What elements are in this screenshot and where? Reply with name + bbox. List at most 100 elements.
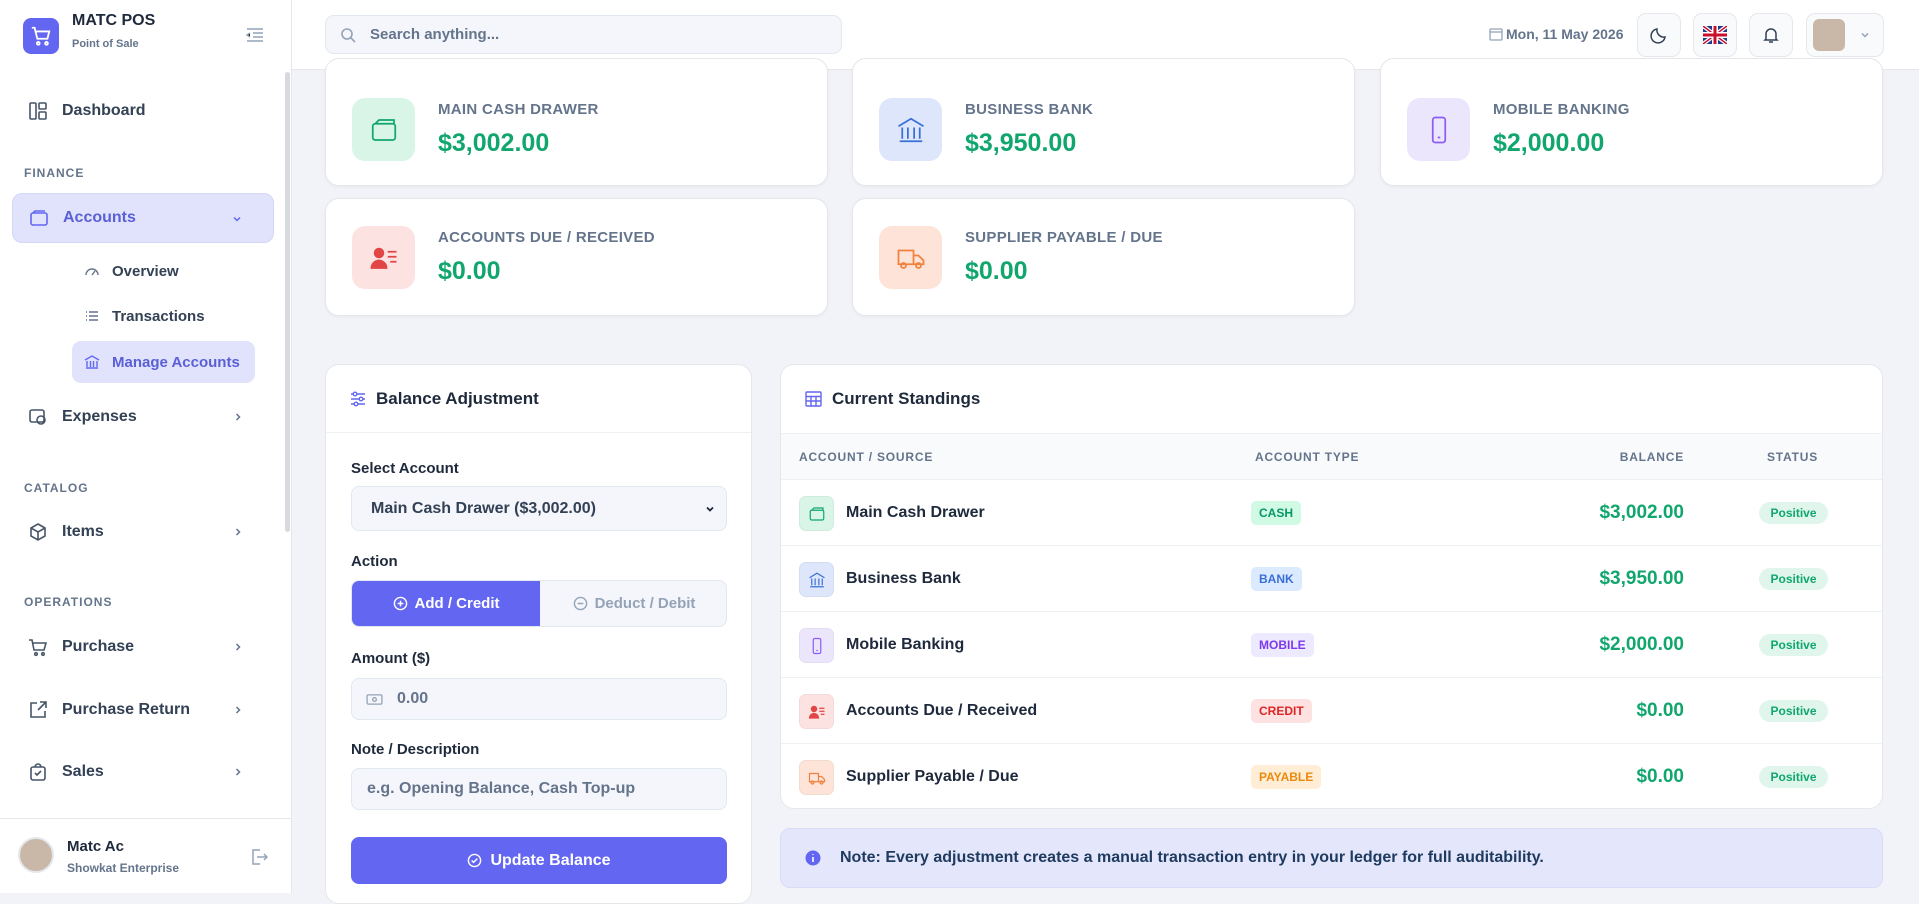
card-label: BUSINESS BANK bbox=[965, 101, 1094, 118]
note-input[interactable]: e.g. Opening Balance, Cash Top-up bbox=[351, 768, 727, 810]
account-name: Accounts Due / Received bbox=[846, 702, 1038, 719]
card-amount: $0.00 bbox=[438, 257, 501, 285]
field-label: Note / Description bbox=[351, 741, 480, 758]
card-icon bbox=[879, 226, 942, 289]
topbar: Search anything... Mon, 11 May 2026 bbox=[292, 0, 1919, 70]
nav-label: Purchase Return bbox=[62, 701, 191, 718]
summary-card: SUPPLIER PAYABLE / DUE $0.00 bbox=[852, 198, 1355, 316]
panel-header: Balance Adjustment bbox=[326, 365, 751, 433]
submit-button[interactable]: Update Balance bbox=[351, 837, 727, 884]
balance: $3,950.00 bbox=[1599, 568, 1684, 589]
note-text: Note: Every adjustment creates a manual … bbox=[840, 849, 1544, 866]
card-amount: $2,000.00 bbox=[1493, 129, 1605, 157]
balance: $3,002.00 bbox=[1599, 502, 1684, 523]
card-label: MOBILE BANKING bbox=[1493, 101, 1630, 118]
type-badge: MOBILE bbox=[1251, 633, 1314, 657]
nav-label: Items bbox=[62, 523, 104, 540]
nav-manage-accounts[interactable]: Manage Accounts bbox=[72, 341, 255, 383]
type-badge: CASH bbox=[1251, 501, 1302, 525]
user-name: Matc Ac bbox=[67, 838, 124, 855]
type-badge: BANK bbox=[1251, 567, 1302, 591]
nav-label: Transactions bbox=[112, 307, 205, 325]
input-placeholder: 0.00 bbox=[397, 690, 429, 707]
balance: $0.00 bbox=[1636, 766, 1684, 787]
sidebar: MATC POS Point of Sale Dashboard FINANCE… bbox=[0, 0, 292, 893]
column-header: ACCOUNT TYPE bbox=[1255, 450, 1360, 464]
card-label: SUPPLIER PAYABLE / DUE bbox=[965, 229, 1163, 246]
field-label: Amount ($) bbox=[351, 650, 431, 667]
date-text: Mon, 11 May 2026 bbox=[1506, 26, 1624, 42]
account-select[interactable]: Main Cash Drawer ($3,002.00) bbox=[351, 486, 727, 531]
row-icon bbox=[799, 562, 834, 597]
nav-label: Accounts bbox=[63, 209, 136, 226]
summary-card: MAIN CASH DRAWER $3,002.00 bbox=[325, 58, 828, 186]
search[interactable]: Search anything... bbox=[325, 15, 842, 54]
field-label: Action bbox=[351, 553, 398, 570]
panel-title: Current Standings bbox=[832, 389, 981, 408]
credit-button[interactable]: Add / Credit bbox=[352, 581, 540, 626]
card-icon bbox=[879, 98, 942, 161]
nav-purchase[interactable]: Purchase bbox=[12, 622, 274, 672]
account-name: Mobile Banking bbox=[846, 636, 965, 653]
row-icon bbox=[799, 628, 834, 663]
amount-input[interactable]: 0.00 bbox=[351, 678, 727, 720]
notifications[interactable] bbox=[1749, 13, 1793, 57]
section-label: CATALOG bbox=[24, 481, 89, 495]
balance-adjustment: Balance Adjustment Select Account Main C… bbox=[325, 364, 752, 904]
profile-menu[interactable] bbox=[1806, 13, 1884, 57]
button-label: Add / Credit bbox=[414, 595, 500, 612]
button-label: Update Balance bbox=[490, 851, 611, 869]
nav-expenses[interactable]: Expenses bbox=[12, 392, 274, 442]
account-name: Business Bank bbox=[846, 570, 961, 587]
nav-label: Dashboard bbox=[62, 102, 146, 119]
nav-overview[interactable]: Overview bbox=[72, 250, 179, 292]
table-row: Main Cash Drawer CASH $3,002.00 Positive bbox=[781, 479, 1882, 545]
type-badge: PAYABLE bbox=[1251, 765, 1322, 789]
card-label: MAIN CASH DRAWER bbox=[438, 101, 599, 118]
summary-card: MOBILE BANKING $2,000.00 bbox=[1380, 58, 1883, 186]
table-header: ACCOUNT / SOURCE ACCOUNT TYPE BALANCE ST… bbox=[781, 433, 1882, 479]
theme-toggle[interactable] bbox=[1637, 13, 1681, 57]
nav-sales[interactable]: Sales bbox=[12, 747, 274, 797]
collapse-toggle[interactable] bbox=[246, 27, 264, 43]
select-value: Main Cash Drawer ($3,002.00) bbox=[371, 499, 596, 517]
nav-label: Purchase bbox=[62, 638, 135, 655]
debit-button[interactable]: Deduct / Debit bbox=[540, 581, 726, 626]
row-icon bbox=[799, 496, 834, 531]
card-label: ACCOUNTS DUE / RECEIVED bbox=[438, 229, 655, 246]
brand-name: MATC POS bbox=[72, 12, 156, 29]
date: Mon, 11 May 2026 bbox=[1489, 26, 1624, 42]
card-icon bbox=[1407, 98, 1470, 161]
nav-accounts[interactable]: Accounts bbox=[12, 193, 274, 243]
current-standings: Current Standings ACCOUNT / SOURCE ACCOU… bbox=[780, 364, 1883, 809]
button-label: Deduct / Debit bbox=[594, 595, 696, 612]
account-name: Main Cash Drawer bbox=[846, 504, 985, 521]
row-icon bbox=[799, 694, 834, 729]
nav-label: Expenses bbox=[62, 408, 137, 425]
input-placeholder: e.g. Opening Balance, Cash Top-up bbox=[367, 780, 636, 797]
nav-transactions[interactable]: Transactions bbox=[72, 295, 205, 337]
table-row: Business Bank BANK $3,950.00 Positive bbox=[781, 545, 1882, 611]
card-amount: $3,002.00 bbox=[438, 129, 550, 157]
user-footer: Matc Ac Showkat Enterprise bbox=[0, 818, 291, 893]
logout[interactable] bbox=[250, 848, 268, 866]
status-badge: Positive bbox=[1759, 700, 1828, 722]
balance: $2,000.00 bbox=[1599, 634, 1684, 655]
nav-label: Manage Accounts bbox=[112, 353, 240, 371]
scrollbar bbox=[285, 72, 290, 532]
status-badge: Positive bbox=[1759, 568, 1828, 590]
language[interactable] bbox=[1693, 13, 1737, 57]
search-placeholder: Search anything... bbox=[370, 26, 500, 43]
nav-items[interactable]: Items bbox=[12, 507, 274, 557]
section-label: FINANCE bbox=[24, 166, 85, 180]
profile-avatar bbox=[1813, 19, 1845, 51]
nav-purchase-return[interactable]: Purchase Return bbox=[12, 685, 274, 735]
card-amount: $3,950.00 bbox=[965, 129, 1077, 157]
field-label: Select Account bbox=[351, 460, 459, 477]
card-amount: $0.00 bbox=[965, 257, 1028, 285]
nav-dashboard[interactable]: Dashboard bbox=[12, 86, 274, 136]
nav-label: Overview bbox=[112, 262, 179, 280]
nav-label: Sales bbox=[62, 763, 104, 780]
